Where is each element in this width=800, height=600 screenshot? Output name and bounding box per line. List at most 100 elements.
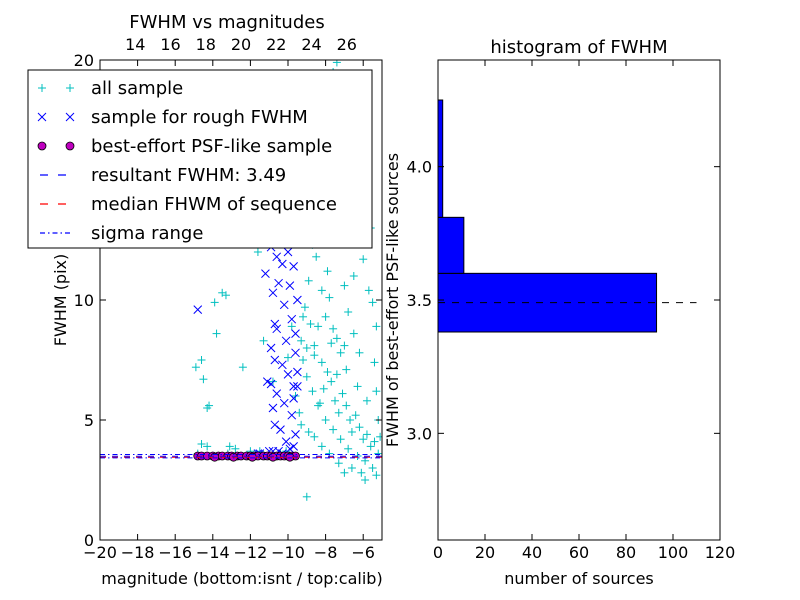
- x-point-26: [281, 437, 291, 446]
- x-point-27: [285, 444, 295, 454]
- legend-box: [27, 69, 373, 249]
- x-point-11: [266, 379, 276, 389]
- x-point-32: [285, 281, 295, 290]
- x-point-37-b: [293, 295, 302, 305]
- legend-marker-b-1-b: [65, 112, 75, 122]
- hist-x-tick-label-4: 80: [616, 543, 636, 562]
- x-point-38: [291, 329, 300, 338]
- x-point-8-b: [272, 324, 282, 334]
- plus-point-79: [297, 336, 306, 345]
- legend-entry-5: sigma range: [40, 223, 203, 244]
- x-point-53: [266, 343, 276, 353]
- plus-point-118: [332, 370, 341, 379]
- x-point-12-b: [262, 377, 272, 386]
- histogram-left-ticks: 3.0 3.5 4.0: [407, 158, 720, 443]
- plus-point-4: [205, 401, 214, 410]
- plus-point-11: [253, 248, 262, 256]
- x-point-41-b: [291, 430, 300, 439]
- x-point-10-b: [268, 403, 278, 413]
- plus-point-29: [312, 252, 321, 261]
- x-point-54: [272, 252, 282, 262]
- y-tick-label-1: 5: [84, 411, 94, 430]
- legend-entry-1: sample for rough FWHM: [37, 107, 308, 128]
- x-point-22: [281, 336, 291, 346]
- plus-point-32: [323, 267, 332, 276]
- x-point-7: [270, 319, 280, 329]
- x-point-13-b: [270, 420, 280, 430]
- series-x: [193, 103, 302, 458]
- scatter-top-ticks: 14 16 18 20 22 24 26: [125, 35, 357, 54]
- plus-point-71: [344, 444, 353, 453]
- legend-marker-a-2-dot: [37, 141, 47, 151]
- plus-point-49: [314, 322, 323, 331]
- scatter-title: FWHM vs magnitudes: [129, 12, 324, 33]
- scatter-bottom-ticks: −20 −18 −16 −14 −12 −10 −8 −6: [83, 60, 375, 562]
- x-point-30: [291, 348, 300, 358]
- top-tick-label-0: 14: [125, 35, 145, 54]
- x-tick-label-0: −20: [83, 543, 117, 562]
- plus-point-6: [203, 442, 212, 451]
- plus-point-108: [317, 442, 326, 451]
- x-point-29-b: [289, 382, 298, 391]
- plus-point-65: [370, 437, 379, 446]
- plus-point-14: [212, 329, 221, 338]
- plus-point-113: [376, 432, 382, 441]
- plus-point-47: [306, 320, 315, 328]
- x-point-31: [287, 314, 297, 324]
- x-point-26-b: [281, 437, 291, 446]
- x-point-6: [268, 288, 278, 298]
- scatter-ylabel: FWHM (pix): [51, 254, 70, 347]
- plus-point-120: [327, 339, 336, 348]
- legend-label-3: resultant FWHM: 3.49: [91, 165, 286, 186]
- top-tick-label-1: 16: [160, 35, 180, 54]
- x-point-0-b: [193, 305, 203, 314]
- histogram-bar-1: [437, 216, 465, 274]
- plus-point-44: [372, 322, 381, 331]
- plus-point-76: [308, 387, 317, 396]
- x-point-48: [272, 389, 282, 398]
- x-point-29: [289, 382, 298, 391]
- plus-point-1: [197, 356, 206, 364]
- histogram-bars: [437, 99, 658, 333]
- histogram-bar-2: [437, 99, 444, 218]
- plus-point-68: [368, 464, 377, 472]
- plus-point-39: [344, 308, 353, 316]
- x-point-53-b: [266, 343, 276, 353]
- x-point-48-b: [272, 389, 282, 398]
- legend: all sample sample for rough FWHM best-effo…: [27, 69, 373, 249]
- plus-point-5: [197, 440, 206, 448]
- x-point-21: [279, 300, 289, 310]
- plus-point-9: [221, 291, 230, 300]
- x-point-50: [289, 442, 298, 451]
- x-tick-label-7: −6: [351, 543, 375, 562]
- plus-point-31: [321, 312, 330, 321]
- legend-label-4: median FHWM of sequence: [91, 194, 337, 215]
- plus-point-110: [295, 408, 304, 417]
- y-tick-label-2: 10: [74, 291, 94, 310]
- x-point-49: [274, 278, 283, 288]
- plus-point-100: [304, 428, 313, 436]
- legend-label-0: all sample: [91, 78, 183, 99]
- plus-point-24: [287, 322, 296, 331]
- plus-point-41: [355, 348, 364, 357]
- plus-point-116: [353, 382, 362, 391]
- x-point-20: [278, 259, 287, 269]
- x-point-47: [278, 360, 287, 370]
- x-point-35-b: [289, 262, 298, 271]
- x-tick-label-5: −10: [271, 543, 305, 562]
- legend-label-5: sigma range: [91, 223, 203, 244]
- plus-point-2: [199, 375, 208, 384]
- plus-point-61: [355, 423, 364, 432]
- top-tick-label-5: 24: [301, 35, 321, 54]
- plus-point-12: [259, 336, 268, 345]
- plus-point-40: [349, 329, 358, 338]
- y-tick-label-3: 20: [74, 51, 94, 70]
- plus-point-121: [310, 341, 319, 350]
- x-point-40-b: [289, 394, 298, 403]
- plus-point-33: [325, 293, 334, 302]
- hist-x-tick-label-6: 120: [705, 543, 736, 562]
- plus-point-60: [351, 411, 360, 420]
- x-tick-label-1: −18: [121, 543, 155, 562]
- plus-point-52: [323, 368, 332, 376]
